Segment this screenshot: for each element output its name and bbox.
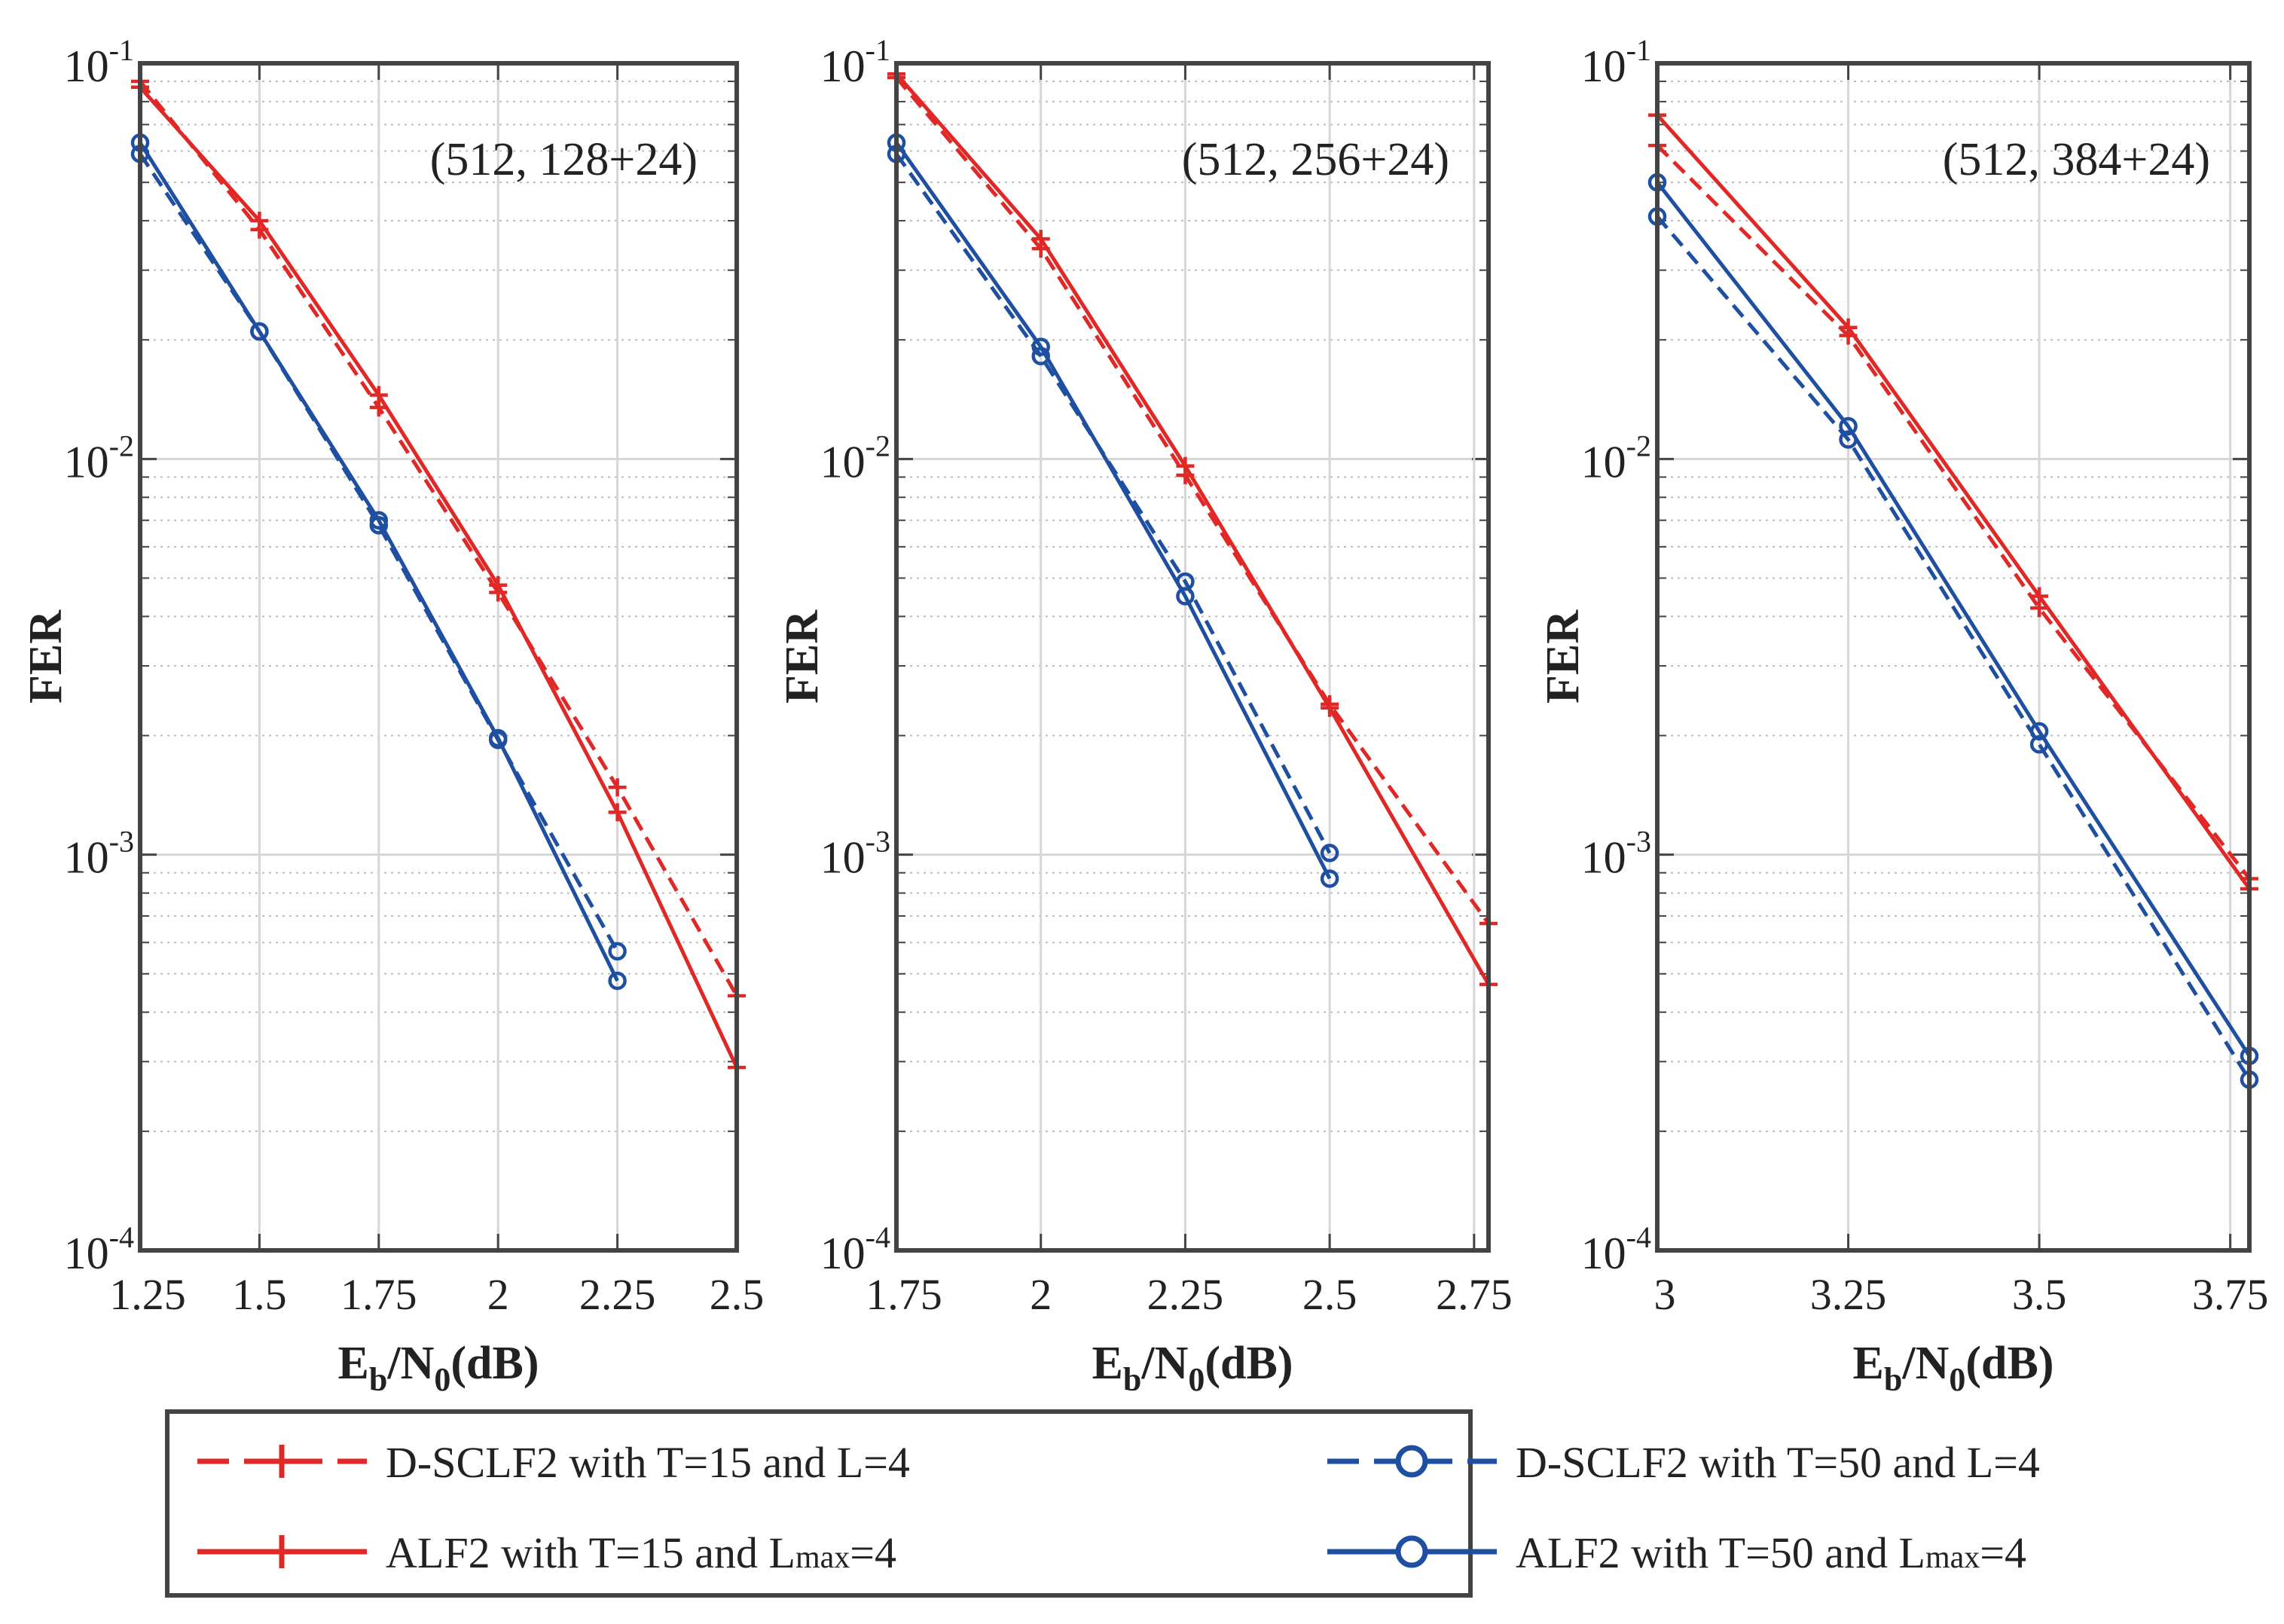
legend-label: D-SCLF2 with T=15 and L=4 xyxy=(386,1438,910,1487)
y-tick-label: 10-2 xyxy=(64,429,134,487)
y-tick-label: 10-1 xyxy=(820,33,890,91)
x-tick-label: 3.5 xyxy=(2012,1270,2067,1319)
y-axis-label: FER xyxy=(777,609,828,704)
legend-marker-plus xyxy=(265,1535,298,1568)
data-point-plus xyxy=(608,778,627,797)
y-tick-label: 10-1 xyxy=(1581,33,1651,91)
plot-area xyxy=(1657,63,2249,1250)
data-point-circle xyxy=(1320,869,1339,888)
y-tick-label: 10-3 xyxy=(64,825,134,883)
series-line xyxy=(1656,215,2252,1081)
legend-entry-1: D-SCLF2 with T=15 and L=4 xyxy=(197,1438,910,1487)
y-tick-label: 10-4 xyxy=(820,1220,890,1278)
series-line xyxy=(139,86,739,1069)
x-tick-label: 2.25 xyxy=(1147,1270,1224,1319)
x-tick-label: 2 xyxy=(487,1270,509,1319)
code-parameter-annotation: (512, 384+24) xyxy=(1943,134,2210,185)
legend-label: ALF2 with T=50 and Lmax=4 xyxy=(1516,1528,2026,1577)
y-axis-label: FER xyxy=(1537,609,1589,704)
data-point-plus xyxy=(1031,230,1050,249)
data-point-plus xyxy=(1839,318,1858,337)
legend-entry-4: ALF2 with T=50 and Lmax=4 xyxy=(1327,1528,2026,1577)
data-point-plus xyxy=(489,575,508,594)
y-tick-label: 10-4 xyxy=(64,1220,134,1278)
chart-panel-3: 10-1 10-2 10-3 10-43 3.25 3.5 3.75 Eb/N0(dB) FER… xyxy=(1537,33,2268,1398)
series-line xyxy=(894,141,1332,880)
x-axis-label: Eb/N0(dB) xyxy=(1853,1338,2054,1398)
series-line xyxy=(138,142,619,982)
y-tick-label: 10-2 xyxy=(820,429,890,487)
y-tick-label: 10-4 xyxy=(1581,1220,1651,1278)
legend-label: D-SCLF2 with T=50 and L=4 xyxy=(1516,1438,2040,1487)
data-point-plus xyxy=(2030,587,2049,606)
x-tick-label: 1.75 xyxy=(866,1270,942,1319)
x-tick-label: 1.25 xyxy=(109,1270,186,1319)
data-point-circle xyxy=(608,971,627,991)
legend-marker-plus xyxy=(265,1445,298,1478)
series-line xyxy=(1656,181,2252,1058)
axes-box xyxy=(1655,61,2252,1253)
x-tick-label: 3.75 xyxy=(2192,1270,2269,1319)
series-line xyxy=(138,153,619,953)
data-point-circle xyxy=(608,942,627,961)
y-tick-label: 10-2 xyxy=(1581,429,1651,487)
y-tick-label: 10-3 xyxy=(1581,825,1651,883)
plot-area xyxy=(896,63,1489,1250)
series-line xyxy=(139,80,739,997)
y-axis-label: FER xyxy=(20,609,72,704)
chart-panel-2: 10-1 10-2 10-3 10-41.75 2 2.25 2.5 2.75 Eb/N0(dB… xyxy=(777,33,1513,1398)
legend-marker-circle xyxy=(1395,1535,1428,1568)
legend: D-SCLF2 with T=15 and L=4 D-SCLF2 with T=… xyxy=(165,1409,2040,1598)
x-tick-label: 2.75 xyxy=(1436,1270,1513,1319)
x-tick-label: 1.5 xyxy=(232,1270,287,1319)
legend-box xyxy=(165,1409,1473,1598)
data-point-plus xyxy=(1321,698,1339,717)
data-point-plus xyxy=(608,803,627,822)
panels: 10-110-210-310-41.25 1.5 1.75 2 2.25 2.5Eb/N0… xyxy=(20,33,2268,1398)
code-parameter-annotation: (512, 256+24) xyxy=(1182,134,1449,185)
code-parameter-annotation: (512, 128+24) xyxy=(430,134,698,185)
legend-label: ALF2 with T=15 and Lmax=4 xyxy=(386,1528,896,1577)
y-tick-label: 10-3 xyxy=(820,825,890,883)
legend-marker-circle xyxy=(1395,1445,1428,1478)
y-tick-label: 10-1 xyxy=(64,33,134,91)
series-2 xyxy=(131,78,746,1077)
data-point-circle xyxy=(488,728,508,748)
data-point-circle xyxy=(1031,337,1050,356)
chart-panel-1: 10-1 10-2 10-3 10-41.25 1.5 1.75 2 2.25 2.5 Eb/N0… xyxy=(20,33,764,1398)
series-line xyxy=(1656,114,2252,890)
x-tick-label: 3 xyxy=(1654,1270,1676,1319)
data-point-circle xyxy=(1176,587,1195,606)
x-tick-label: 2 xyxy=(1030,1270,1052,1319)
data-point-plus xyxy=(369,386,388,404)
legend-entry-2: D-SCLF2 with T=50 and L=4 xyxy=(1327,1438,2040,1487)
x-axis-label: Eb/N0(dB) xyxy=(1092,1338,1293,1398)
data-point-circle xyxy=(250,322,269,341)
legend-entry-3: ALF2 with T=15 and Lmax=4 xyxy=(197,1528,896,1577)
data-point-plus xyxy=(250,212,269,230)
x-tick-label: 3.25 xyxy=(1810,1270,1887,1319)
data-point-plus xyxy=(1176,456,1195,475)
data-point-circle xyxy=(1839,417,1858,436)
plot-area xyxy=(140,63,737,1250)
x-tick-label: 2.5 xyxy=(1302,1270,1357,1319)
axes-box xyxy=(138,61,739,1253)
axes-box xyxy=(894,61,1491,1253)
x-tick-label: 2.5 xyxy=(710,1270,765,1319)
x-tick-label: 1.75 xyxy=(340,1270,417,1319)
data-point-circle xyxy=(2029,722,2049,741)
x-axis-label: Eb/N0(dB) xyxy=(338,1338,539,1398)
x-tick-label: 2.25 xyxy=(579,1270,656,1319)
data-point-circle xyxy=(1320,844,1339,862)
data-point-circle xyxy=(369,511,389,530)
